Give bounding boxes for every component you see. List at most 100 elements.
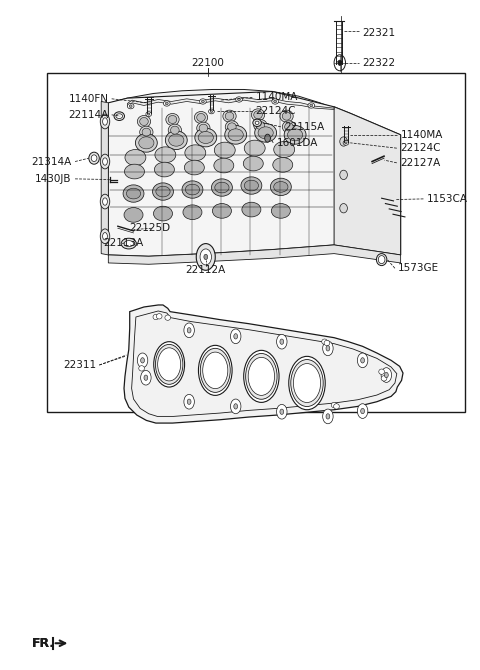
Ellipse shape [91, 155, 97, 161]
Text: 22113A: 22113A [104, 238, 144, 248]
Text: 22112A: 22112A [186, 265, 226, 275]
Ellipse shape [270, 178, 291, 196]
Circle shape [184, 323, 194, 338]
Ellipse shape [103, 118, 108, 125]
Ellipse shape [274, 100, 276, 103]
Ellipse shape [166, 102, 168, 105]
Polygon shape [127, 97, 334, 109]
Ellipse shape [225, 125, 247, 144]
Ellipse shape [198, 131, 214, 143]
Ellipse shape [164, 100, 170, 106]
Ellipse shape [225, 121, 239, 133]
Ellipse shape [153, 314, 159, 320]
Circle shape [326, 414, 330, 419]
Ellipse shape [291, 360, 323, 407]
Ellipse shape [255, 123, 276, 142]
Circle shape [196, 244, 215, 270]
Ellipse shape [214, 158, 234, 173]
Ellipse shape [322, 339, 327, 344]
Ellipse shape [241, 177, 262, 194]
Text: 22114A: 22114A [68, 110, 108, 120]
Text: 22124C: 22124C [256, 106, 296, 116]
Ellipse shape [137, 115, 151, 127]
Ellipse shape [185, 145, 206, 161]
Circle shape [326, 346, 330, 351]
Circle shape [358, 353, 368, 368]
Polygon shape [101, 101, 108, 255]
Ellipse shape [236, 96, 242, 102]
Ellipse shape [244, 180, 259, 191]
Ellipse shape [123, 185, 144, 202]
Ellipse shape [345, 142, 347, 144]
Ellipse shape [255, 121, 259, 125]
Ellipse shape [209, 109, 214, 114]
Circle shape [358, 404, 368, 418]
Ellipse shape [157, 348, 180, 381]
Polygon shape [108, 245, 401, 264]
Ellipse shape [213, 204, 231, 218]
Ellipse shape [199, 124, 208, 132]
Circle shape [323, 341, 333, 356]
Ellipse shape [100, 194, 110, 209]
Ellipse shape [140, 117, 148, 125]
Ellipse shape [280, 110, 293, 122]
Ellipse shape [124, 208, 143, 222]
Ellipse shape [156, 344, 183, 385]
Ellipse shape [340, 204, 348, 213]
Circle shape [276, 405, 287, 419]
Ellipse shape [202, 100, 204, 103]
Ellipse shape [378, 255, 385, 263]
Ellipse shape [308, 103, 314, 108]
Ellipse shape [197, 122, 210, 134]
Ellipse shape [103, 158, 108, 165]
Text: 22115A: 22115A [284, 122, 324, 132]
Ellipse shape [289, 356, 325, 410]
Ellipse shape [254, 111, 262, 119]
Ellipse shape [140, 126, 153, 138]
Ellipse shape [124, 164, 144, 179]
Ellipse shape [200, 98, 206, 104]
Ellipse shape [147, 113, 150, 115]
Ellipse shape [334, 404, 339, 409]
Text: 22125D: 22125D [130, 223, 171, 233]
Ellipse shape [285, 123, 293, 131]
Circle shape [200, 249, 212, 265]
Ellipse shape [184, 160, 204, 175]
Ellipse shape [212, 179, 232, 196]
Ellipse shape [154, 342, 185, 387]
Circle shape [280, 339, 284, 344]
Ellipse shape [100, 154, 110, 169]
Circle shape [334, 55, 346, 71]
Ellipse shape [198, 345, 232, 395]
Ellipse shape [89, 152, 99, 164]
Ellipse shape [256, 121, 264, 129]
Ellipse shape [183, 205, 202, 220]
Circle shape [264, 134, 270, 142]
Ellipse shape [376, 254, 387, 265]
Circle shape [141, 371, 151, 385]
Ellipse shape [253, 119, 262, 127]
Polygon shape [334, 107, 401, 255]
Circle shape [381, 368, 392, 383]
Ellipse shape [139, 137, 154, 149]
Circle shape [184, 395, 194, 409]
Ellipse shape [168, 124, 181, 136]
Circle shape [141, 358, 144, 363]
Ellipse shape [142, 128, 151, 136]
Circle shape [234, 404, 238, 409]
Circle shape [360, 409, 364, 414]
Ellipse shape [223, 110, 236, 122]
Ellipse shape [116, 114, 122, 119]
Ellipse shape [156, 186, 170, 197]
Ellipse shape [194, 111, 208, 123]
Ellipse shape [381, 376, 387, 381]
Circle shape [187, 328, 191, 333]
Polygon shape [111, 90, 344, 118]
Polygon shape [124, 305, 403, 423]
Ellipse shape [153, 183, 173, 200]
Ellipse shape [238, 98, 240, 100]
Circle shape [137, 353, 148, 368]
Ellipse shape [154, 206, 172, 221]
Ellipse shape [288, 129, 303, 141]
Ellipse shape [242, 202, 261, 217]
